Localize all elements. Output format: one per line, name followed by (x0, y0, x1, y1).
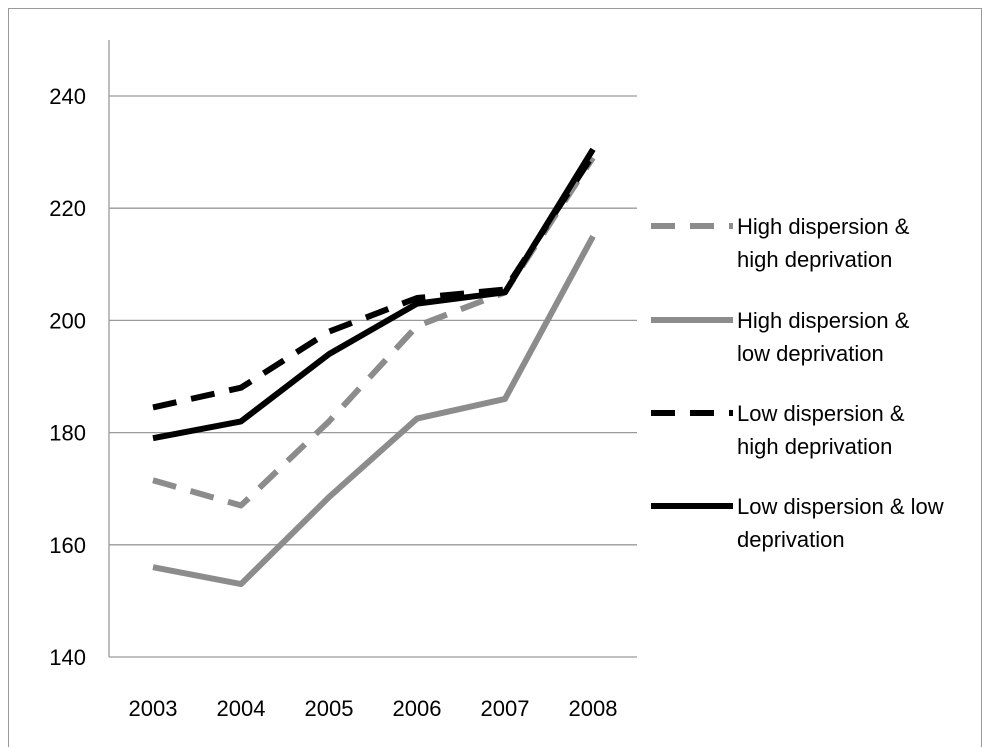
y-tick-label: 180 (49, 421, 86, 446)
series-line-2 (152, 234, 596, 588)
x-tick-label: 2007 (481, 696, 530, 721)
y-tick-label: 240 (49, 84, 86, 109)
series-lines (152, 147, 596, 588)
legend-label: low deprivation (737, 341, 884, 366)
series-line-1 (152, 156, 596, 509)
legend-label: High dispersion & (737, 214, 910, 239)
x-tick-label: 2006 (393, 696, 442, 721)
legend-label: Low dispersion & low (737, 494, 944, 519)
legend-label: High dispersion & (737, 308, 910, 333)
legend-item-3: Low dispersion & high deprivation (651, 401, 905, 459)
axes: 140 160 180 200 220 240 2003 2004 2005 2006 2007 20… (49, 40, 637, 721)
y-tick-label: 160 (49, 533, 86, 558)
legend-label: Low dispersion & (737, 401, 905, 426)
legend-item-1: High dispersion & high deprivation (651, 214, 910, 272)
series-line-4 (152, 147, 596, 442)
legend-label: high deprivation (737, 434, 892, 459)
chart-frame (8, 8, 982, 747)
x-tick-label: 2003 (129, 696, 178, 721)
y-tick-label: 200 (49, 308, 86, 333)
legend-item-2: High dispersion & low deprivation (651, 308, 910, 366)
legend-label: high deprivation (737, 247, 892, 272)
y-tick-label: 220 (49, 196, 86, 221)
legend-label: deprivation (737, 527, 845, 552)
gridlines (109, 95, 637, 546)
x-tick-label: 2005 (305, 696, 354, 721)
x-tick-label: 2008 (569, 696, 618, 721)
y-tick-label: 140 (49, 645, 86, 670)
legend-item-4: Low dispersion & low deprivation (651, 494, 944, 552)
x-tick-label: 2004 (217, 696, 266, 721)
